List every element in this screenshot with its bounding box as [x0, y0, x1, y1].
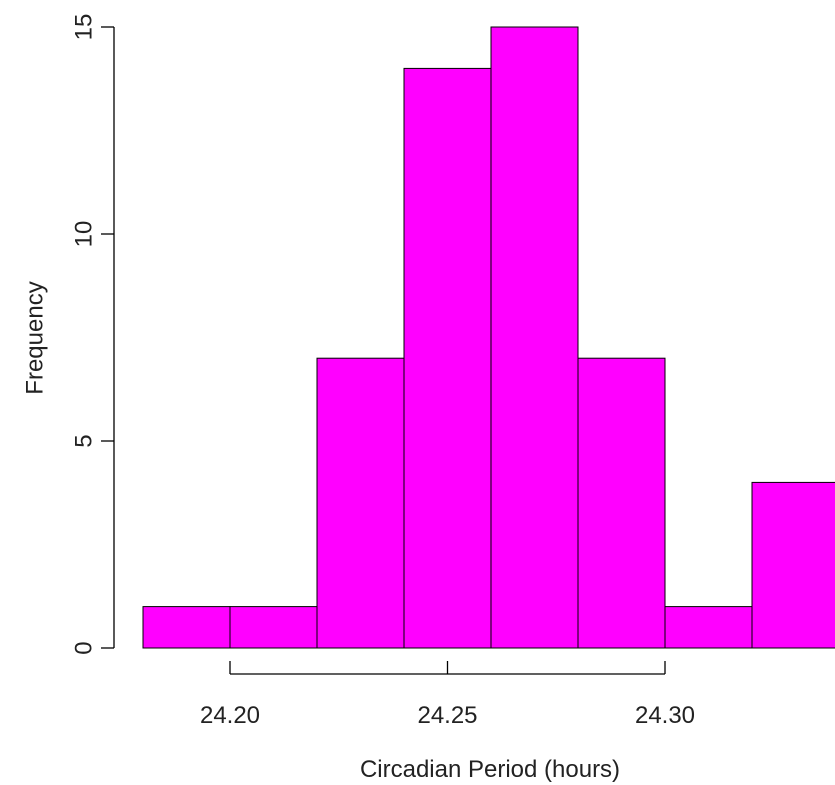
x-axis-label: Circadian Period (hours) [360, 756, 620, 783]
histogram-bar [490, 26, 579, 649]
x-tick-label: 24.25 [417, 702, 477, 729]
histogram-bar [316, 357, 405, 649]
histogram-bars [142, 26, 835, 649]
y-axis-ticks: 0 5 10 15 [71, 14, 114, 655]
histogram-bar [229, 606, 318, 649]
histogram-bar [403, 67, 492, 649]
histogram-bar [664, 606, 753, 649]
y-tick-label: 5 [71, 434, 98, 447]
x-tick-label: 24.30 [635, 702, 695, 729]
y-tick-label: 10 [71, 221, 98, 248]
histogram-bar [751, 481, 835, 649]
y-axis-label: Frequency [22, 281, 49, 394]
y-tick-label: 15 [71, 14, 98, 41]
x-axis-ticks: 24.20 24.25 24.30 [200, 661, 695, 729]
x-tick-label: 24.20 [200, 702, 260, 729]
y-axis: 0 5 10 15 [71, 14, 115, 655]
y-tick-label: 0 [71, 641, 98, 654]
histogram-bar [142, 606, 231, 649]
x-axis: 24.20 24.25 24.30 [200, 661, 695, 729]
histogram-bar [577, 357, 666, 649]
